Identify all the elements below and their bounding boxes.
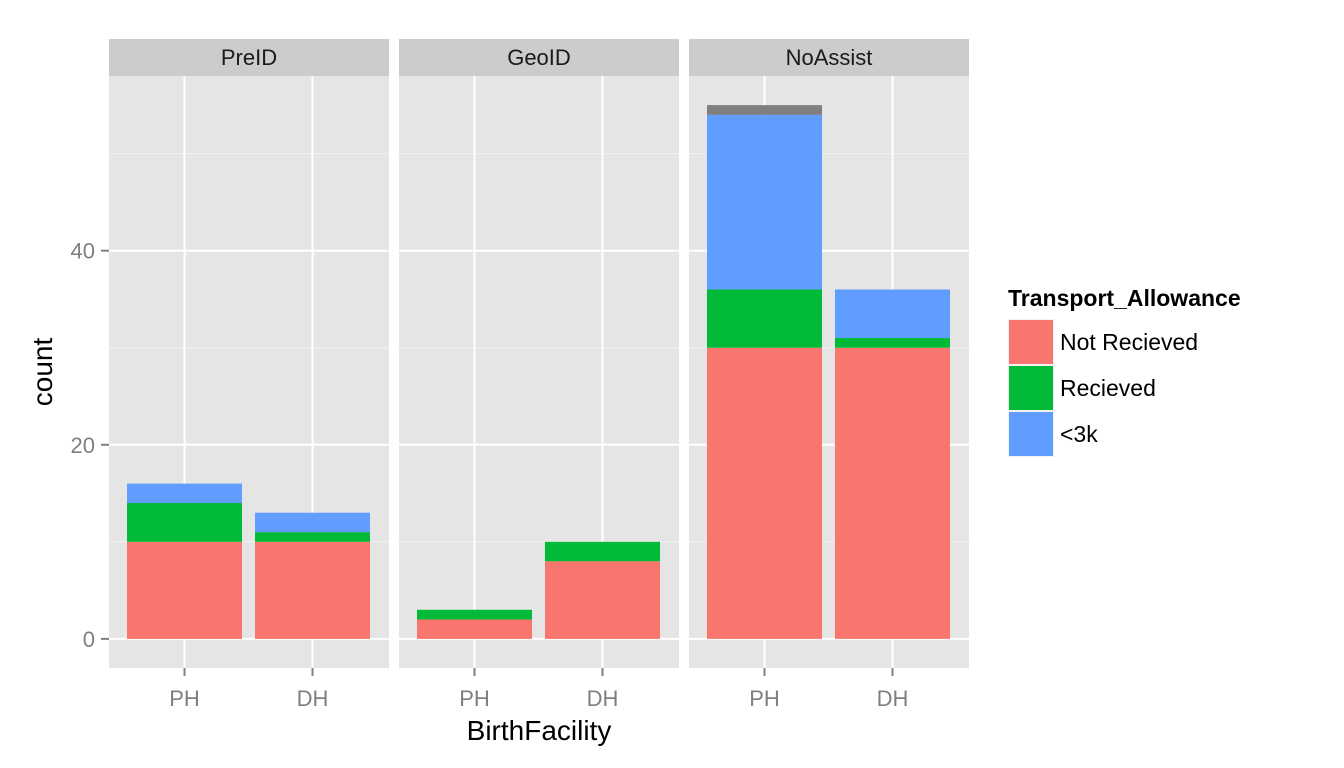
bar-preid-ph-recieved bbox=[127, 503, 242, 542]
x-tick-label: PH bbox=[749, 686, 780, 711]
y-tick-label: 20 bbox=[71, 433, 95, 458]
legend-swatch bbox=[1009, 320, 1053, 364]
y-axis-title: count bbox=[27, 338, 58, 407]
bar-noassist-dh--3k bbox=[835, 289, 950, 339]
panel-preid: PreID bbox=[109, 39, 389, 668]
bar-preid-ph--3k bbox=[127, 483, 242, 504]
bar-noassist-ph-na bbox=[707, 105, 822, 115]
legend-label: Recieved bbox=[1060, 375, 1156, 401]
legend: Transport_Allowance Not Recieved Recieved… bbox=[1008, 285, 1241, 457]
legend-label: Not Recieved bbox=[1060, 329, 1198, 355]
bar-preid-ph-not-recieved bbox=[127, 541, 242, 639]
bar-preid-dh--3k bbox=[255, 512, 370, 533]
bar-noassist-dh-not-recieved bbox=[835, 347, 950, 639]
strip-geoid bbox=[399, 39, 679, 76]
legend-title: Transport_Allowance bbox=[1008, 285, 1241, 311]
facet-panels: PreID GeoID NoAssist bbox=[109, 39, 969, 668]
legend-swatch bbox=[1009, 366, 1053, 410]
strip-label: GeoID bbox=[507, 45, 571, 70]
bar-geoid-ph-not-recieved bbox=[417, 619, 532, 639]
x-tick-label: DH bbox=[297, 686, 329, 711]
strip-noassist bbox=[689, 39, 969, 76]
strip-preid bbox=[109, 39, 389, 76]
bar-noassist-ph--3k bbox=[707, 114, 822, 290]
panel-noassist: NoAssist bbox=[689, 39, 969, 668]
bar-noassist-dh-recieved bbox=[835, 338, 950, 348]
legend-items: Not Recieved Recieved <3k bbox=[1008, 319, 1198, 457]
bar-noassist-ph-not-recieved bbox=[707, 347, 822, 639]
bar-geoid-dh-recieved bbox=[545, 541, 660, 562]
legend-label: <3k bbox=[1060, 421, 1098, 447]
strip-label: NoAssist bbox=[786, 45, 873, 70]
x-tick-label: PH bbox=[459, 686, 490, 711]
y-axis: 0 20 40 bbox=[71, 239, 109, 652]
legend-swatch bbox=[1009, 412, 1053, 456]
panel-geoid: GeoID bbox=[399, 39, 679, 668]
strip-label: PreID bbox=[221, 45, 277, 70]
bar-noassist-ph-recieved bbox=[707, 289, 822, 348]
x-tick-label: DH bbox=[877, 686, 909, 711]
bar-preid-dh-recieved bbox=[255, 532, 370, 542]
bar-geoid-dh-not-recieved bbox=[545, 561, 660, 639]
x-tick-label: PH bbox=[169, 686, 200, 711]
y-tick-label: 0 bbox=[83, 627, 95, 652]
x-tick-label: DH bbox=[587, 686, 619, 711]
bar-preid-dh-not-recieved bbox=[255, 541, 370, 639]
x-axis: PH DH PH DH PH DH bbox=[169, 668, 908, 711]
y-tick-label: 40 bbox=[71, 239, 95, 264]
x-axis-title: BirthFacility bbox=[467, 715, 612, 746]
bar-geoid-ph-recieved bbox=[417, 609, 532, 620]
